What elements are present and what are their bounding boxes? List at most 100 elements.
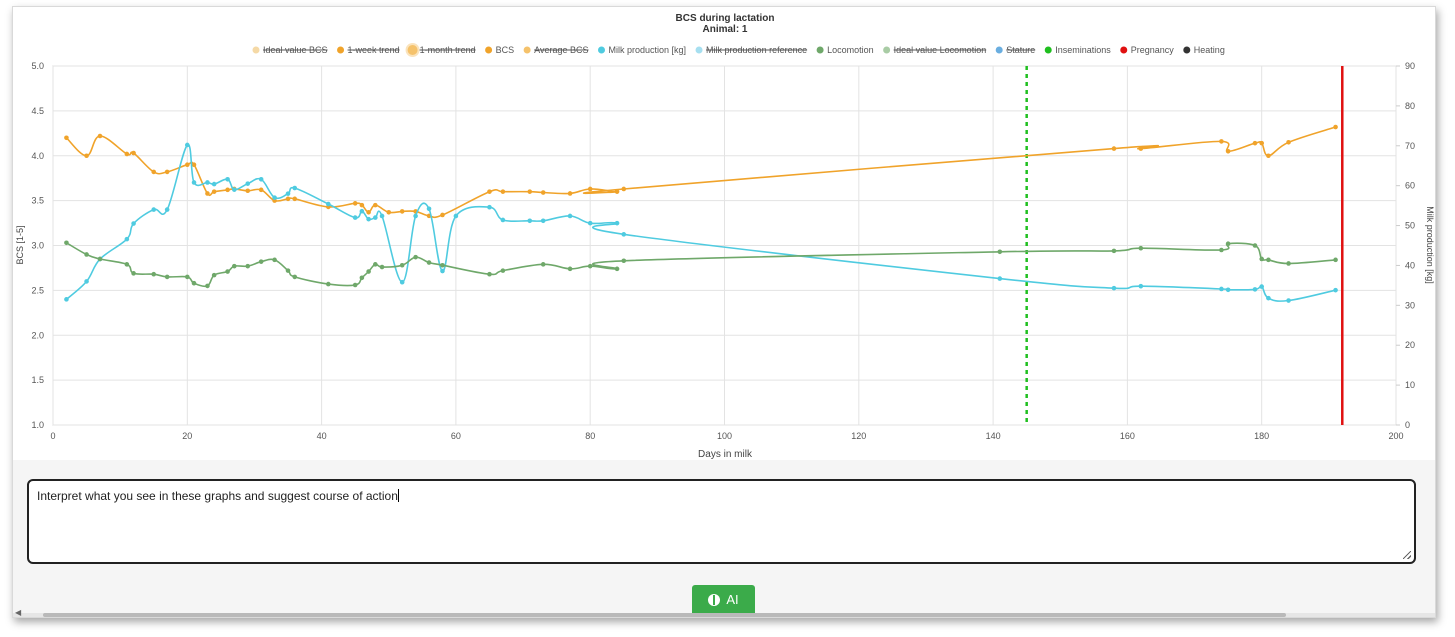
bcs-point	[1111, 146, 1117, 151]
y-left-tick-label: 1.5	[31, 375, 44, 385]
bcs-point	[1252, 140, 1258, 146]
locomotion-point	[292, 274, 298, 280]
milk-production-kg-point	[1111, 285, 1117, 291]
milk-production-kg-point	[245, 181, 251, 186]
legend-label-heating[interactable]: Heating	[1194, 45, 1225, 55]
bcs-point	[97, 133, 103, 139]
locomotion-point	[352, 282, 358, 288]
locomotion-point	[191, 280, 197, 286]
locomotion-point	[185, 274, 190, 280]
milk-production-kg-point	[84, 279, 89, 284]
locomotion-point	[245, 263, 251, 269]
locomotion-point	[487, 271, 492, 277]
locomotion-point	[326, 281, 331, 287]
x-tick-label: 100	[717, 431, 732, 441]
milk-production-kg-point	[540, 218, 546, 224]
milk-production-kg-point	[426, 206, 432, 212]
milk-production-kg-point	[1259, 284, 1264, 289]
bcs-point	[373, 202, 378, 208]
milk-production-kg-point	[326, 201, 331, 207]
bcs-chart: 0 20 40 60 80 100 120 140 160 180 2001.01.52.02.53…	[15, 13, 1435, 460]
legend-marker-ideal-value-locomotion	[883, 46, 891, 54]
milk-production-kg-point	[1333, 287, 1338, 293]
legend-label-pregnancy[interactable]: Pregnancy	[1131, 45, 1175, 55]
y-left-tick-label: 2.0	[31, 330, 44, 340]
locomotion-point	[1252, 243, 1258, 248]
locomotion-point	[500, 268, 506, 273]
legend-marker-1-month-trend	[407, 45, 418, 55]
milk-production-kg-point	[453, 213, 459, 219]
bcs-point	[352, 201, 358, 206]
milk-production-kg-point	[567, 213, 573, 219]
milk-production-kg-point	[1286, 298, 1291, 303]
ai-button[interactable]: AI	[692, 585, 755, 617]
legend-marker-locomotion	[816, 46, 824, 54]
y-right-tick-label: 30	[1405, 300, 1415, 310]
prompt-input[interactable]: Interpret what you see in these graphs a…	[27, 479, 1416, 564]
legend-label-inseminations[interactable]: Inseminations	[1055, 45, 1111, 55]
bcs-point	[164, 169, 170, 175]
y-right-tick-label: 90	[1405, 61, 1415, 71]
y-left-tick-label: 3.0	[31, 241, 44, 251]
milk-production-kg-point	[1266, 295, 1271, 301]
bcs-point	[366, 209, 371, 215]
locomotion-point	[1219, 247, 1224, 253]
legend-label-locomotion[interactable]: Locomotion	[827, 45, 874, 55]
y-axis-right-label: Milk production [kg]	[1425, 206, 1435, 284]
bcs-point	[225, 187, 230, 193]
legend-marker-1-week-trend	[337, 46, 345, 54]
prompt-input-text: Interpret what you see in these graphs a…	[37, 489, 398, 503]
bcs-point	[399, 209, 405, 214]
milk-production-kg-point	[527, 218, 533, 224]
bcs-point	[1333, 124, 1338, 130]
legend-marker-milk-production-kg	[598, 46, 605, 54]
bcs-point	[621, 186, 627, 192]
bcs-point	[84, 153, 89, 159]
x-axis-label: Days in milk	[698, 449, 753, 460]
locomotion-point	[131, 271, 136, 276]
milk-production-kg-point	[997, 276, 1003, 281]
locomotion-point	[440, 262, 445, 268]
legend-marker-heating	[1183, 46, 1191, 54]
bcs-point	[1219, 139, 1224, 144]
bcs-point	[185, 162, 190, 168]
locomotion-point	[258, 259, 264, 264]
milk-production-kg-point	[124, 236, 130, 242]
bcs-point	[1138, 146, 1144, 151]
legend-label-bcs[interactable]: BCS	[496, 45, 515, 55]
x-tick-label: 40	[317, 431, 327, 441]
bcs-point	[487, 189, 492, 194]
legend-marker-bcs	[485, 46, 493, 54]
ai-button-label: AI	[726, 592, 739, 607]
legend-marker-average-bcs	[523, 46, 531, 54]
y-right-tick-label: 20	[1405, 340, 1415, 350]
milk-production-kg-point	[487, 204, 492, 210]
locomotion-point	[587, 263, 593, 269]
milk-production-kg-point	[1138, 283, 1144, 289]
locomotion-point	[64, 240, 69, 246]
locomotion-point	[1138, 245, 1144, 251]
x-tick-label: 140	[986, 431, 1001, 441]
locomotion-point	[373, 262, 378, 267]
locomotion-point	[164, 274, 170, 280]
locomotion-point	[151, 271, 157, 277]
x-tick-label: 20	[182, 431, 192, 441]
x-tick-label: 120	[851, 431, 866, 441]
scrollbar-thumb[interactable]	[43, 613, 1286, 617]
horizontal-scrollbar[interactable]	[13, 613, 1435, 617]
resize-grip-icon[interactable]	[1403, 551, 1411, 559]
locomotion-point	[205, 283, 210, 289]
bcs-point	[1225, 148, 1231, 154]
locomotion-point	[1286, 261, 1291, 266]
legend-label-milk-production-kg[interactable]: Milk production [kg]	[609, 45, 687, 55]
scroll-left-icon[interactable]: ◀	[15, 608, 22, 617]
milk-production-kg-point	[352, 215, 358, 220]
bcs-point	[245, 188, 251, 194]
milk-production-kg-point	[191, 180, 197, 185]
legend-marker-milk-production-reference	[695, 46, 703, 54]
bcs-point	[500, 189, 506, 194]
y-right-tick-label: 70	[1405, 141, 1415, 151]
milk-production-kg-point	[1252, 287, 1258, 292]
locomotion-point	[379, 264, 385, 270]
locomotion-point	[614, 266, 620, 272]
